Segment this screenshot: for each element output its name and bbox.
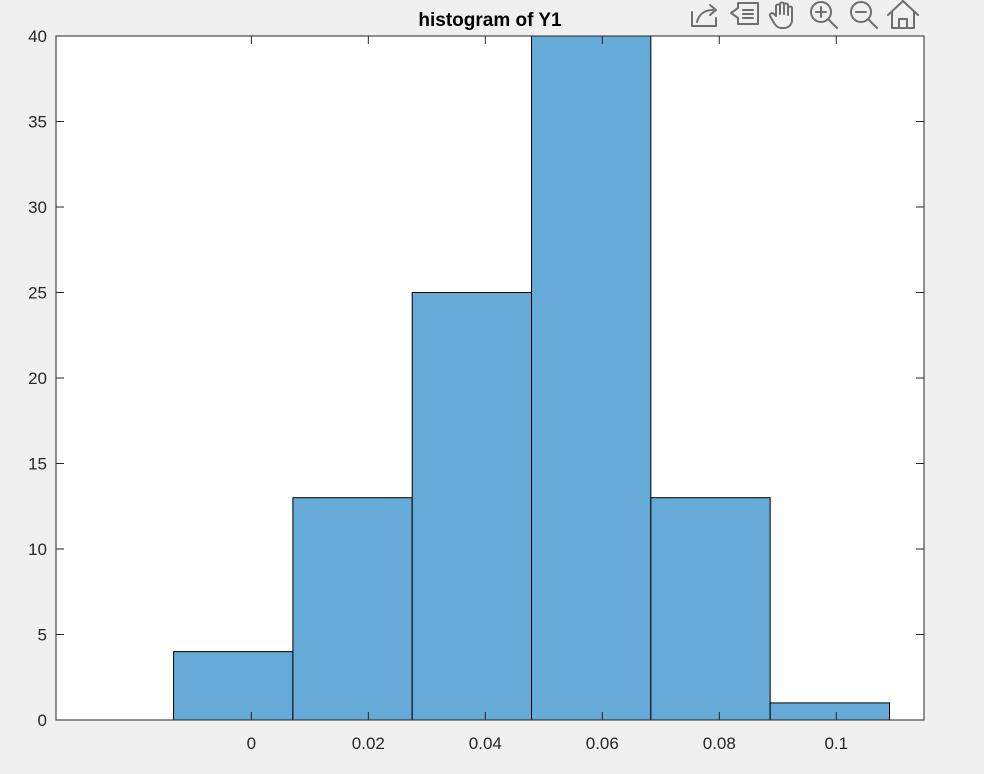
- x-tick-label: 0: [247, 734, 256, 753]
- y-tick-label: 30: [28, 198, 47, 217]
- bars-group: [173, 35, 890, 721]
- y-tick-label: 35: [28, 113, 47, 132]
- export-icon[interactable]: [686, 0, 722, 30]
- pan-icon[interactable]: [766, 0, 802, 30]
- x-tick-label: 0.06: [586, 734, 619, 753]
- y-tick-label: 10: [28, 540, 47, 559]
- axes-toolbar: [686, 0, 922, 30]
- zoom-out-icon[interactable]: [846, 0, 882, 30]
- histogram-bar: [173, 651, 294, 721]
- y-tick-label: 0: [38, 711, 47, 730]
- chart-title: histogram of Y1: [418, 10, 562, 31]
- y-tick-label: 40: [28, 27, 47, 46]
- zoom-in-icon[interactable]: [806, 0, 842, 30]
- y-tick-label: 15: [28, 455, 47, 474]
- x-tick-label: 0.02: [352, 734, 385, 753]
- data-tips-icon[interactable]: [726, 0, 762, 30]
- histogram-bar: [531, 35, 652, 721]
- histogram-bar: [292, 497, 413, 721]
- histogram-bar: [650, 497, 771, 721]
- x-tick-label: 0.04: [469, 734, 502, 753]
- y-tick-label: 25: [28, 284, 47, 303]
- home-icon[interactable]: [884, 0, 922, 30]
- histogram-bar: [769, 702, 890, 721]
- y-tick-label: 20: [28, 369, 47, 388]
- histogram-bar: [411, 292, 533, 721]
- x-tick-label: 0.08: [703, 734, 736, 753]
- x-axis: 0 0.02 0.04 0.06 0.08 0.1: [247, 36, 848, 753]
- y-axis: 0 5 10 15 20 25 30 35 40: [28, 27, 924, 730]
- y-tick-label: 5: [38, 626, 47, 645]
- x-tick-label: 0.1: [824, 734, 848, 753]
